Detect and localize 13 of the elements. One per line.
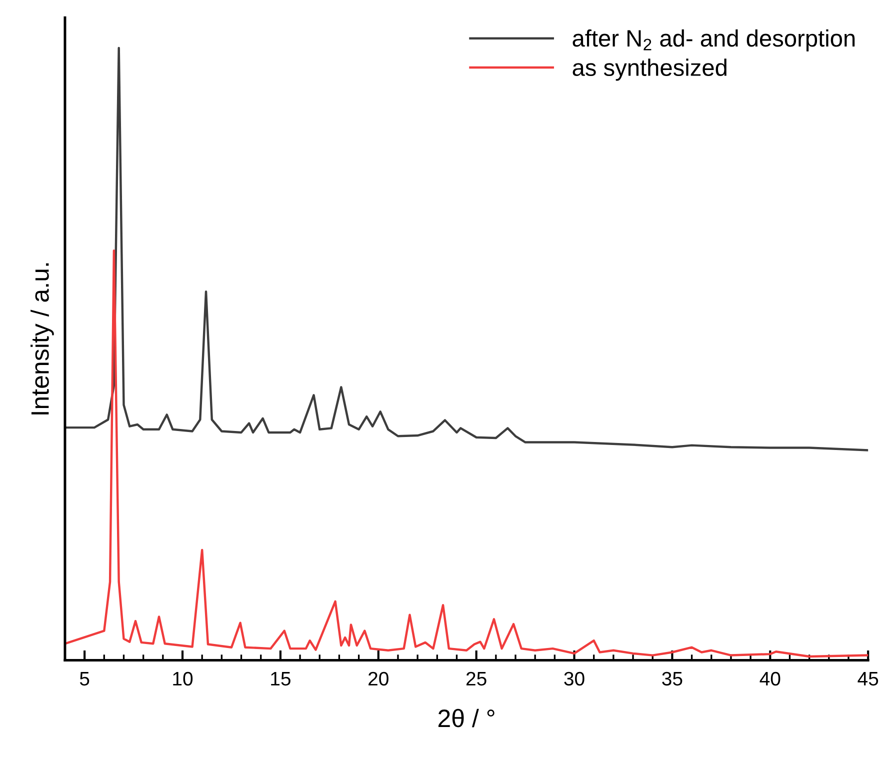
legend-label: after N$_{2}$ ad- and desorption (572, 29, 855, 52)
x-axis-title: 2θ / ° (438, 708, 494, 728)
x-tick-label: 25 (466, 672, 486, 686)
x-tick-label: 45 (858, 672, 878, 686)
x-tick-label: 10 (173, 672, 193, 686)
x-tick-label: 30 (564, 672, 584, 686)
x-tick-label: 5 (80, 672, 90, 686)
x-tick-label: 15 (271, 672, 290, 686)
legend-label: as synthesized (572, 58, 726, 81)
x-tick-label: 35 (662, 672, 682, 686)
x-tick-label: 40 (760, 672, 780, 686)
y-axis-title: Intensity / a.u. (30, 263, 54, 414)
x-tick-label: 20 (368, 672, 388, 686)
